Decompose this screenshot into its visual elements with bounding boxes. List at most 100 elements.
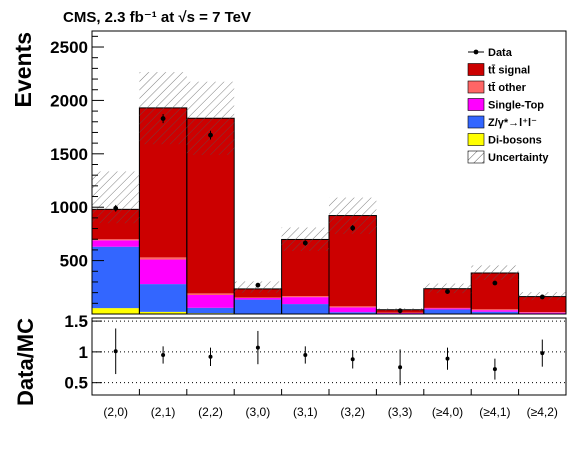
legend-label: tt̄ other [488,82,527,94]
main-y-axis: 500 1000 1500 2000 2500 [50,35,104,304]
bar-segment [518,312,566,313]
x-tick-label: (2,0) [103,405,128,419]
bar-segment [92,308,140,314]
y-tick-label: 500 [60,252,88,271]
data-point [397,308,403,314]
x-tick-label: (≥4,2) [527,405,558,419]
data-point [160,116,166,121]
uncertainty-band [186,81,235,155]
bar-segment [423,288,472,308]
bar-segment [186,307,235,314]
bar-segment [139,311,187,314]
ratio-point [492,367,497,372]
data-point [113,205,119,211]
bar-segment [139,284,187,312]
y-tick-label: 2500 [50,38,88,57]
ratio-point [303,352,308,357]
data-point [255,282,261,288]
data-point [492,280,498,286]
x-tick-label: (3,1) [293,405,318,419]
uncertainty-band [471,265,519,280]
bar-segment [234,297,282,300]
ratio-point [445,356,450,361]
bar-segment [281,296,329,298]
legend-swatch [467,80,485,94]
legend-marker-dot [473,49,479,55]
bar-segment [186,294,235,308]
uncertainty-band [281,227,329,251]
uncertainty-band [139,72,187,145]
legend-label: Single-Top [488,100,544,112]
ratio-axis-label: Data/MC [13,318,38,406]
data-points [113,114,545,314]
x-tick-label: (2,1) [151,405,176,419]
ratio-point [161,352,166,357]
x-axis-tick-labels: (2,0) (2,1) (2,2) (3,0) (3,1) (3,2) (3,3) (≥4,0… [91,389,558,419]
data-point [445,289,450,294]
ratio-point [255,345,260,350]
ratio-tick-label: 0.5 [64,374,88,393]
legend-label: tt̄ signal [488,65,530,77]
x-tick-label: (3,0) [246,405,271,419]
bar-segment [281,304,329,314]
uncertainty-bands [92,72,566,311]
x-tick-label: (2,2) [198,405,223,419]
bar-segment [92,239,140,241]
data-point [302,240,308,246]
ratio-point [350,357,355,362]
ratio-point [113,349,118,354]
chart-title: CMS, 2.3 fb⁻¹ at √s = 7 TeV [63,9,251,26]
bar-segment [329,306,377,308]
legend-swatch [467,133,485,146]
legend-label: Di-bosons [488,135,542,147]
ratio-point [398,365,403,370]
y-tick-label: 1500 [50,145,88,164]
bar-segment [518,312,566,314]
bar-segment [329,307,377,313]
legend-label: Uncertainty [488,152,549,164]
ratio-tick-label: 1 [79,343,88,362]
data-point [208,132,213,138]
bar-segment [234,297,282,298]
legend-swatch [467,98,485,111]
uncertainty-band [423,283,472,294]
bar-segment [423,309,472,314]
bar-segment [518,296,566,313]
bar-segment [234,299,282,314]
bar-segment [186,293,235,295]
ratio-y-axis: 0.5 1 1.5 [64,312,102,393]
ratio-pad [92,320,566,386]
bar-segment [471,310,519,312]
bar-segment [92,240,140,247]
bar-segment [92,246,140,309]
legend-swatch [467,115,485,129]
y-tick-label: 1000 [50,198,88,217]
bar-segment [329,312,377,314]
x-tick-label: (3,3) [388,405,413,419]
bar-segment [471,311,519,314]
legend-swatch [467,63,485,76]
legend-swatch [467,150,485,164]
bar-segment [376,312,424,314]
x-tick-label: (≥4,0) [432,405,463,419]
main-plot-frame [91,30,567,315]
bar-segment [423,308,472,310]
x-tick-label: (≥4,1) [479,405,510,419]
bar-segment [471,309,519,311]
y-axis-label: Events [10,32,36,107]
x-tick-label: (3,2) [340,405,365,419]
data-point [539,294,545,300]
bar-segment [423,307,472,309]
data-point [350,225,356,231]
ratio-point [208,354,213,359]
y-tick-label: 2000 [50,91,88,110]
bar-segment [234,288,282,298]
legend-label: Data [488,47,513,59]
uncertainty-band [92,171,140,224]
ratio-tick-label: 1.5 [64,312,88,331]
bar-segment [281,297,329,305]
legend: Data tt̄ signal tt̄ other Single-Top Z/γ*→l⁺… [467,47,549,164]
legend-label: Z/γ*→l⁺l⁻ [488,117,537,129]
bar-segment [139,259,187,285]
